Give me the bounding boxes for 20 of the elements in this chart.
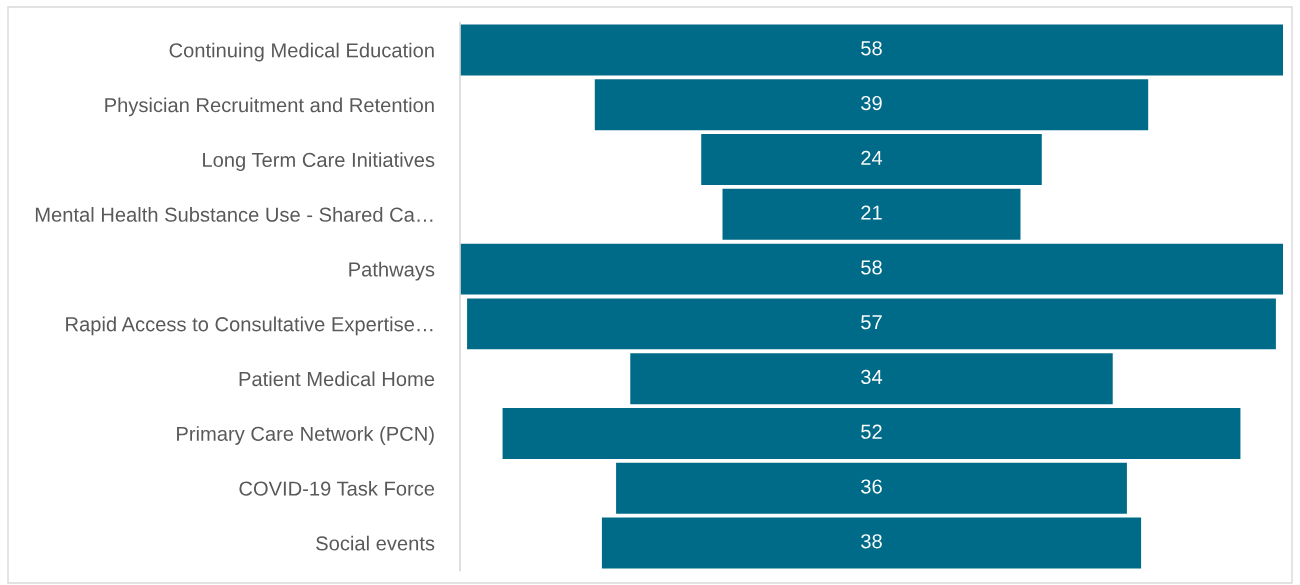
data-label: 24 (861, 150, 883, 165)
category-label: Patient Medical Home (239, 371, 435, 387)
category-label: Pathways (349, 261, 435, 281)
category-label: Primary Care Network (PCN) (177, 426, 434, 445)
data-label: 58 (861, 260, 882, 275)
data-label: 38 (861, 534, 882, 549)
category-label: Social events (316, 535, 435, 551)
category-label: Rapid Access to Consultative Expertise… (66, 316, 433, 336)
data-label: 39 (861, 95, 882, 111)
category-label: Mental Health Substance Use - Shared Ca… (35, 207, 433, 222)
category-label: Long Term Care Initiatives (203, 152, 435, 172)
data-label: 34 (861, 369, 883, 385)
category-label: Continuing Medical Education (169, 42, 434, 62)
data-label: 57 (861, 315, 882, 330)
category-label: COVID-19 Task Force (239, 480, 435, 496)
data-label: 58 (861, 41, 882, 56)
data-label: 52 (861, 424, 882, 439)
data-label: 21 (861, 205, 882, 220)
data-label: 36 (861, 479, 882, 494)
category-label: Physician Recruitment and Retention (105, 97, 434, 117)
